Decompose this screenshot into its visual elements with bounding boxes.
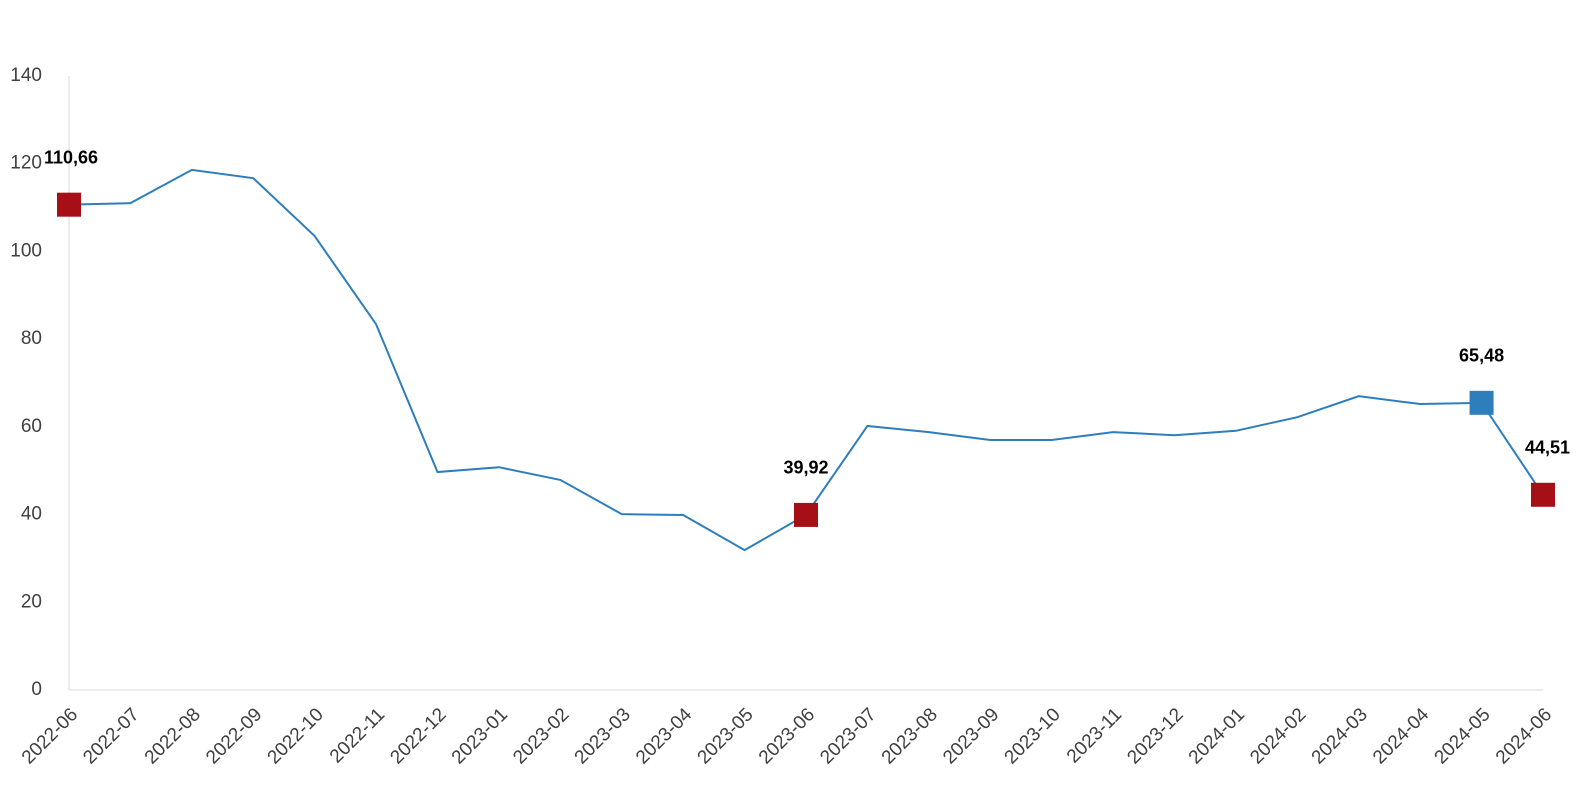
x-tick-label: 2024-02 [1246, 704, 1310, 768]
x-tick-label: 2023-12 [1123, 704, 1187, 768]
marker [794, 502, 818, 527]
x-tick-label: 2023-02 [509, 704, 573, 768]
y-tick-label: 100 [10, 240, 42, 261]
x-tick-label: 2023-04 [632, 704, 696, 768]
x-tick-label: 2022-10 [264, 704, 328, 768]
value-label: 65,48 [1459, 346, 1504, 366]
x-tick-label: 2023-10 [1001, 704, 1065, 768]
x-tick-label: 2024-06 [1492, 704, 1556, 768]
line [68, 168, 1544, 552]
x-tick-label: 2024-03 [1308, 704, 1372, 768]
y-tick-label: 0 [31, 679, 42, 700]
x-tick-label: 2023-03 [571, 704, 635, 768]
y-tick-label: 120 [10, 153, 42, 174]
value-label: 110,66 [44, 147, 98, 167]
x-tick-label: 2023-09 [939, 704, 1003, 768]
x-tick-label: 2023-07 [816, 704, 880, 768]
x-tick-label: 2022-06 [18, 704, 82, 768]
marker [1531, 482, 1555, 507]
x-tick-label: 2022-08 [141, 704, 205, 768]
marker [1469, 390, 1494, 415]
x-tick-label: 2023-06 [755, 704, 819, 768]
y-tick-label: 140 [10, 65, 42, 86]
value-label: 39,92 [783, 458, 828, 478]
x-tick-label: 2024-05 [1431, 704, 1495, 768]
x-tick-label: 2024-01 [1185, 704, 1249, 768]
x-tick-label: 2022-09 [202, 704, 266, 768]
x-tick-label: 2022-07 [79, 704, 143, 768]
x-tick-label: 2022-12 [386, 704, 450, 768]
y-tick-label: 40 [21, 504, 42, 525]
x-tick-label: 2024-04 [1369, 704, 1433, 768]
y-tick-label: 20 [21, 591, 42, 612]
y-tick-label: 80 [21, 328, 42, 349]
y-tick-label: 60 [21, 416, 42, 437]
x-tick-label: 2023-05 [694, 704, 758, 768]
x-tick-label: 2023-08 [878, 704, 942, 768]
x-tick-label: 2022-11 [326, 704, 389, 767]
value-label: 44,51 [1525, 438, 1570, 458]
marker [57, 192, 81, 217]
x-tick-label: 2023-11 [1063, 704, 1126, 767]
x-tick-label: 2023-01 [448, 704, 512, 768]
